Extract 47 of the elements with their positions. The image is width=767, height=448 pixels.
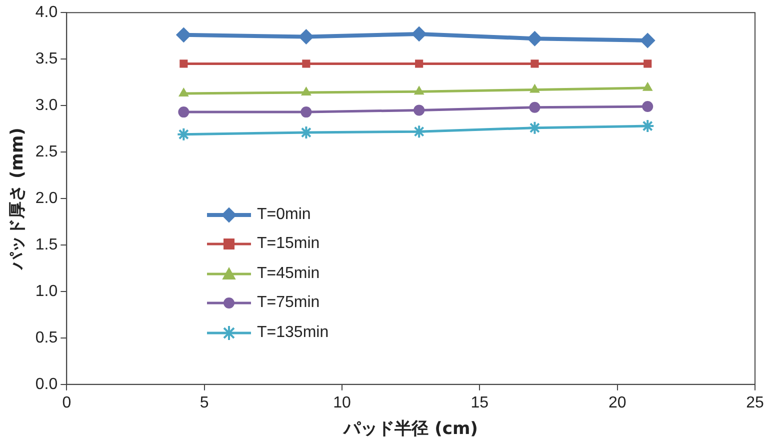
point <box>528 120 542 135</box>
legend-label: T=45min <box>257 264 320 283</box>
point <box>644 60 652 68</box>
x-axis-title: パッド半径 (cm) <box>342 419 478 440</box>
y-tick-label: 3.5 <box>35 50 58 68</box>
y-axis-title: パッド厚さ (mm) <box>8 128 28 270</box>
legend-label: T=15min <box>257 235 320 254</box>
x-tick-label: 25 <box>746 394 764 412</box>
legend-label: T=0min <box>257 206 311 224</box>
point <box>530 84 540 93</box>
point <box>640 32 656 48</box>
point <box>642 100 654 112</box>
x-tick-label: 20 <box>608 394 626 412</box>
y-tick-label: 4.0 <box>35 4 58 22</box>
point <box>176 127 191 142</box>
point <box>298 29 314 44</box>
point <box>176 27 192 42</box>
point <box>530 60 539 68</box>
point <box>302 60 310 68</box>
point <box>178 106 190 118</box>
point <box>414 104 425 116</box>
x-tick-label: 5 <box>200 394 209 412</box>
legend-label: T=135min <box>257 324 329 342</box>
y-tick-label: 0.0 <box>35 376 58 393</box>
x-tick-label: 15 <box>470 394 489 412</box>
point <box>299 126 314 140</box>
y-tick-label: 1.0 <box>35 282 58 300</box>
point <box>414 86 424 95</box>
point <box>527 31 542 46</box>
y-tick-label: 2.0 <box>35 190 58 207</box>
point <box>301 87 312 96</box>
point <box>412 124 426 139</box>
y-tick-label: 0.5 <box>35 329 58 346</box>
legend-label: T=75min <box>257 294 320 312</box>
point <box>642 82 652 91</box>
point <box>178 88 188 96</box>
point <box>529 102 540 113</box>
y-tick-label: 2.5 <box>35 143 58 160</box>
x-tick-label: 10 <box>333 394 351 412</box>
x-tick-label: 0 <box>62 394 72 412</box>
point <box>180 60 188 68</box>
point <box>300 106 312 118</box>
point <box>640 119 655 133</box>
y-tick-label: 3.0 <box>35 96 58 114</box>
y-tick-label: 1.5 <box>35 236 58 254</box>
point <box>412 26 427 42</box>
point <box>415 60 424 68</box>
